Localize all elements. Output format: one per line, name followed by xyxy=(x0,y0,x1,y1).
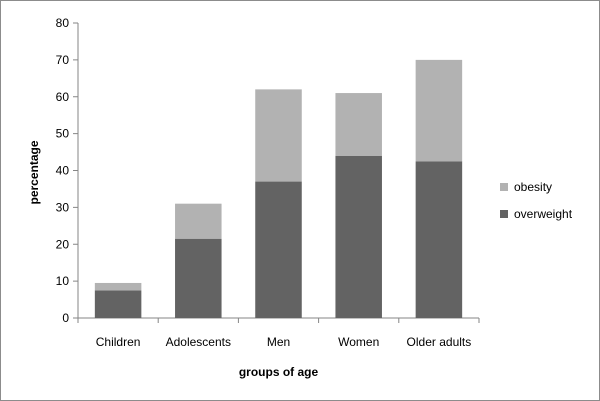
bars xyxy=(94,59,463,318)
bar-obesity xyxy=(335,93,382,156)
y-tick-label: 80 xyxy=(56,16,70,30)
y-tick-label: 30 xyxy=(56,200,70,214)
legend: obesity overweight xyxy=(500,180,573,221)
x-tick-label: Women xyxy=(338,335,379,349)
y-axis-title: percentage xyxy=(27,140,41,204)
y-tick-label: 60 xyxy=(56,90,70,104)
legend-label-obesity: obesity xyxy=(514,180,552,194)
bar-overweight xyxy=(335,155,382,318)
legend-swatch-obesity xyxy=(500,183,508,191)
bar-overweight xyxy=(255,181,302,318)
bar-overweight xyxy=(415,161,463,318)
y-axis: 0 10 20 30 40 50 60 70 80 xyxy=(56,16,79,325)
x-tick-label: Adolescents xyxy=(166,335,231,349)
x-axis: Children Adolescents Men Women Older adults xyxy=(77,317,480,349)
legend-swatch-overweight xyxy=(500,210,508,218)
y-tick-label: 40 xyxy=(56,164,70,178)
bar-obesity xyxy=(255,89,302,182)
bar-obesity xyxy=(94,282,142,291)
y-tick-label: 50 xyxy=(56,127,70,141)
y-tick-label: 70 xyxy=(56,53,70,67)
bar-obesity xyxy=(415,59,463,162)
x-axis-title: groups of age xyxy=(239,365,319,379)
x-tick-label: Men xyxy=(267,335,290,349)
bar-overweight xyxy=(94,290,142,318)
legend-label-overweight: overweight xyxy=(514,207,573,221)
x-tick-label: Older adults xyxy=(407,335,472,349)
x-tick-label: Children xyxy=(96,335,141,349)
y-tick-label: 20 xyxy=(56,237,70,251)
bar-overweight xyxy=(175,238,222,318)
y-tick-label: 10 xyxy=(56,274,70,288)
bar-obesity xyxy=(175,203,222,239)
y-tick-label: 0 xyxy=(62,311,69,325)
